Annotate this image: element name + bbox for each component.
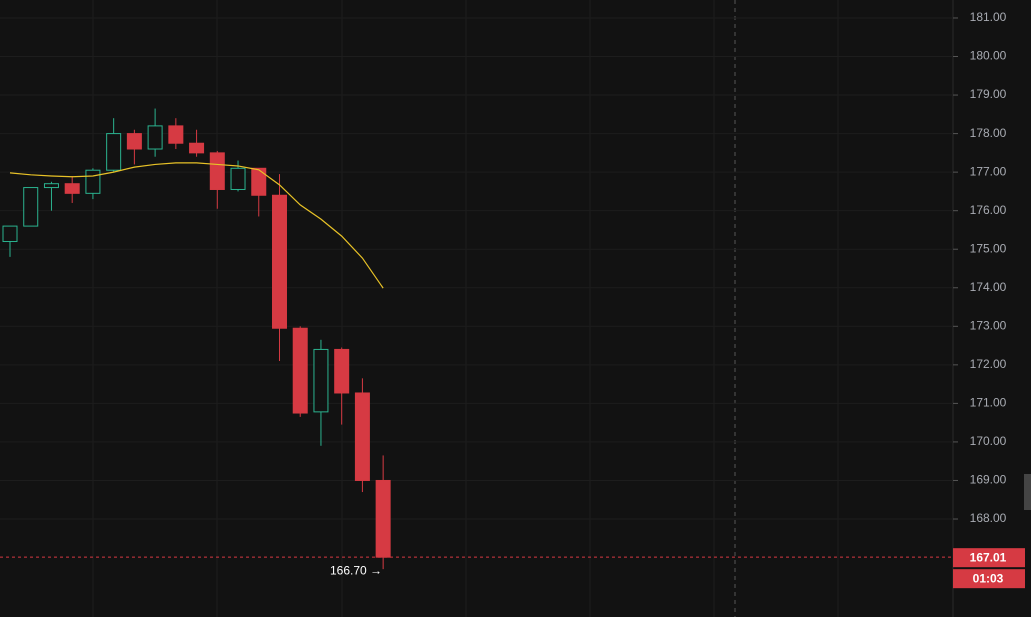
candle-body — [126, 133, 142, 150]
candle-body — [189, 142, 205, 154]
y-tick-label: 176.00 — [970, 203, 1007, 217]
y-tick-label: 180.00 — [970, 49, 1007, 63]
candle-body — [313, 348, 329, 413]
y-tick-label: 179.00 — [970, 87, 1007, 101]
time-grid — [92, 0, 839, 617]
y-tick-label: 170.00 — [970, 434, 1007, 448]
y-tick-label: 175.00 — [970, 241, 1007, 255]
current-price-label: 167.01 — [970, 550, 1007, 564]
candle-body — [2, 225, 18, 243]
candle-body — [375, 479, 391, 558]
y-tick-label: 181.00 — [970, 10, 1007, 24]
countdown-box — [953, 569, 1025, 589]
scale-handle[interactable] — [1024, 474, 1031, 510]
candle-body — [168, 125, 184, 144]
candle-body — [292, 327, 308, 414]
y-tick-label: 173.00 — [970, 318, 1007, 332]
y-tick-label: 169.00 — [970, 473, 1007, 487]
candle-body — [43, 183, 59, 189]
current-price-box — [953, 548, 1025, 568]
candle-body — [271, 194, 287, 329]
y-tick-label: 174.00 — [970, 280, 1007, 294]
y-tick-label: 171.00 — [970, 396, 1007, 410]
low-annotation: 166.70 → — [330, 563, 382, 577]
y-tick-label: 172.00 — [970, 357, 1007, 371]
moving-average — [9, 162, 384, 289]
candle-body — [64, 183, 80, 194]
candle-body — [230, 167, 246, 190]
y-tick-label: 178.00 — [970, 126, 1007, 140]
y-tick-label: 168.00 — [970, 511, 1007, 525]
countdown-label: 01:03 — [973, 571, 1004, 585]
candle-body — [23, 187, 39, 227]
candle-body — [209, 152, 225, 190]
y-tick-label: 177.00 — [970, 164, 1007, 178]
candle-body — [147, 125, 163, 150]
candle-body — [354, 392, 370, 481]
candle-body — [106, 133, 122, 171]
candle-body — [334, 348, 350, 394]
candle-body — [85, 169, 101, 194]
candle-body — [251, 167, 267, 196]
